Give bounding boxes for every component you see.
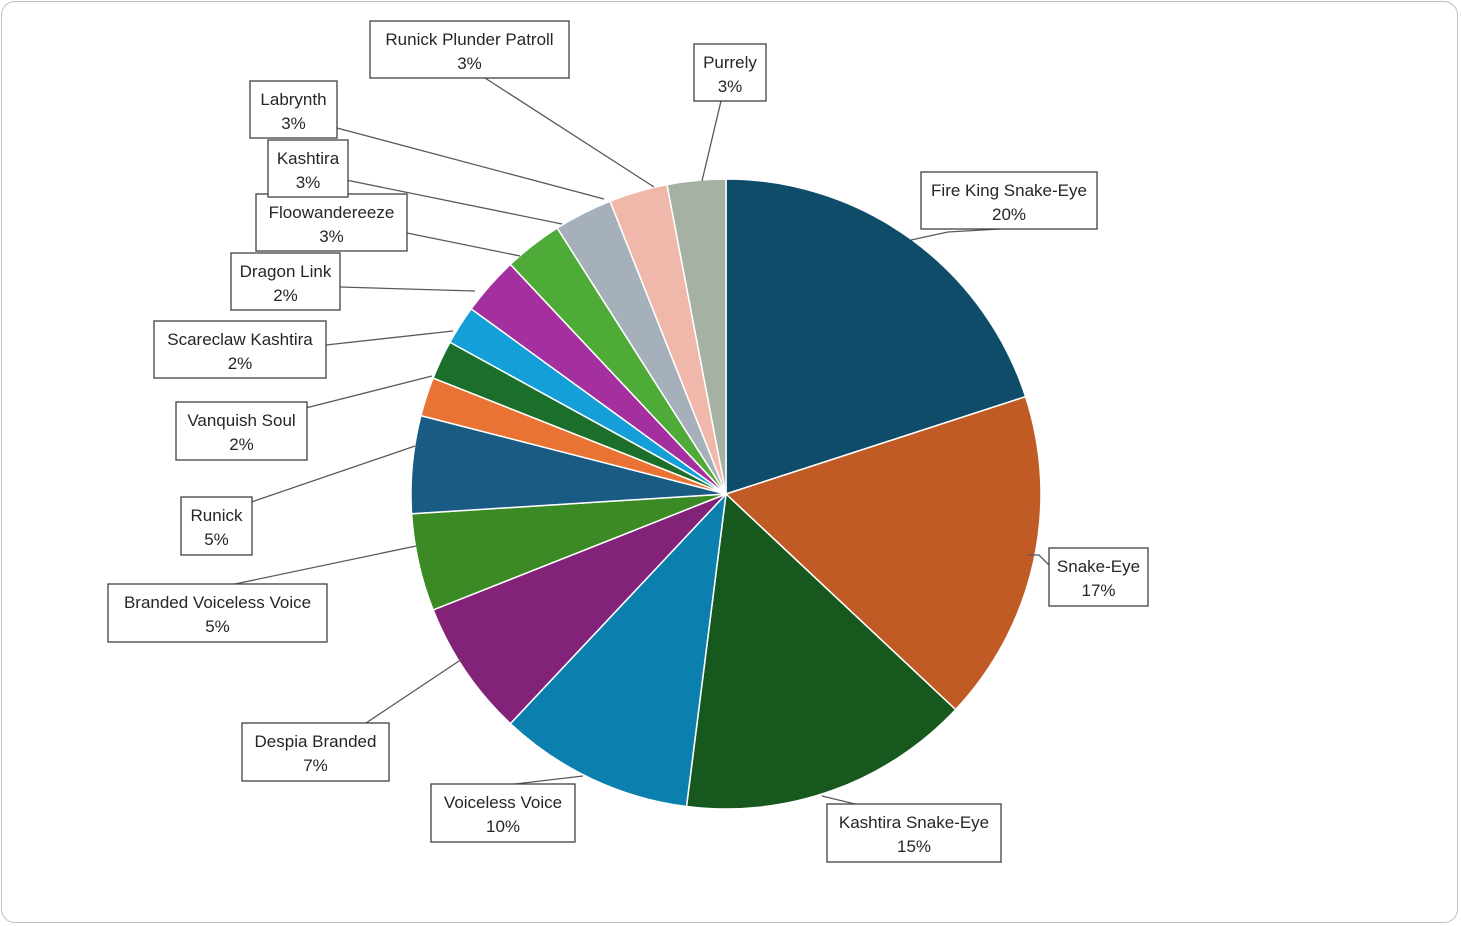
leader-line-despia-branded — [365, 658, 463, 724]
data-label-floowandereeze: Floowandereeze 3% — [255, 193, 408, 252]
leader-line-branded-voiceless-voice — [234, 545, 417, 585]
data-label-percent: 15% — [897, 837, 931, 856]
leader-line-floowandereeze — [406, 232, 521, 257]
data-label-percent: 10% — [486, 817, 520, 836]
leader-line-fire-king-snake-eye — [910, 228, 1001, 241]
pie-slice-voiceless-voice — [509, 491, 728, 808]
data-label-category: Snake-Eye — [1057, 557, 1140, 576]
data-label-snake-eye: Snake-Eye 17% — [1048, 547, 1149, 607]
data-label-purrely: Purrely 3% — [693, 43, 767, 102]
leader-lines — [227, 77, 1050, 805]
data-label-category: Kashtira Snake-Eye — [839, 813, 989, 832]
data-label-box — [430, 783, 576, 843]
data-label-box — [249, 80, 338, 139]
leader-line-runick — [227, 445, 416, 511]
data-label-percent: 2% — [273, 286, 298, 305]
data-label-box — [369, 20, 570, 79]
data-label-category: Fire King Snake-Eye — [931, 181, 1087, 200]
data-label-scareclaw-kashtira: Scareclaw Kashtira 2% — [153, 320, 327, 379]
data-label-category: Dragon Link — [240, 262, 332, 281]
data-label-box — [175, 401, 308, 461]
data-label-box — [826, 803, 1002, 863]
data-label-category: Scareclaw Kashtira — [167, 330, 313, 349]
data-label-box — [255, 193, 408, 252]
data-label-percent: 5% — [205, 617, 230, 636]
data-label-box — [153, 320, 327, 379]
data-label-runick: Runick 5% — [180, 496, 253, 556]
data-label-branded-voiceless-voice: Branded Voiceless Voice 5% — [107, 583, 328, 643]
data-label-runick-plunder-patroll: Runick Plunder Patroll 3% — [369, 20, 570, 79]
data-label-percent: 2% — [229, 435, 254, 454]
pie-slices — [410, 178, 1042, 810]
data-label-percent: 17% — [1081, 581, 1115, 600]
data-label-category: Despia Branded — [255, 732, 377, 751]
data-label-box — [107, 583, 328, 643]
leader-line-kashtira-snake-eye — [821, 795, 856, 805]
data-label-category: Purrely — [703, 53, 757, 72]
pie-slice-purrely — [666, 178, 727, 495]
data-label-percent: 7% — [303, 756, 328, 775]
data-label-percent: 3% — [457, 54, 482, 73]
leader-line-dragon-link — [339, 286, 476, 292]
leader-line-scareclaw-kashtira — [325, 330, 454, 346]
leader-line-labrynth — [336, 127, 605, 200]
data-label-percent: 3% — [281, 114, 306, 133]
leader-line-voiceless-voice — [514, 775, 584, 785]
data-label-category: Branded Voiceless Voice — [124, 593, 311, 612]
leader-line-runick-plunder-patroll — [484, 77, 655, 188]
leader-line-purrely — [701, 100, 722, 182]
data-label-vanquish-soul: Vanquish Soul 2% — [175, 401, 308, 461]
data-label-box — [241, 722, 390, 782]
data-label-kashtira-snake-eye: Kashtira Snake-Eye 15% — [826, 803, 1002, 863]
data-label-box — [693, 43, 767, 102]
data-label-box — [267, 139, 349, 198]
data-label-box — [230, 252, 341, 311]
data-label-category: Floowandereeze — [269, 203, 395, 222]
data-label-box — [1048, 547, 1149, 607]
data-label-category: Runick — [191, 506, 243, 525]
data-label-labrynth: Labrynth 3% — [249, 80, 338, 139]
leader-line-kashtira — [345, 179, 563, 225]
data-label-percent: 2% — [228, 354, 253, 373]
data-label-percent: 5% — [204, 530, 229, 549]
data-label-dragon-link: Dragon Link 2% — [230, 252, 341, 311]
data-label-category: Vanquish Soul — [187, 411, 295, 430]
data-labels: Fire King Snake-Eye 20% Snake-Eye 17% Kashti… — [107, 20, 1149, 863]
data-label-box — [920, 171, 1098, 230]
data-label-voiceless-voice: Voiceless Voice 10% — [430, 783, 576, 843]
data-label-kashtira: Kashtira 3% — [267, 139, 349, 198]
data-label-category: Kashtira — [277, 149, 340, 168]
pie-slice-despia-branded — [432, 493, 727, 725]
data-label-box — [180, 496, 253, 556]
data-label-percent: 3% — [319, 227, 344, 246]
data-label-fire-king-snake-eye: Fire King Snake-Eye 20% — [920, 171, 1098, 230]
data-label-category: Voiceless Voice — [444, 793, 562, 812]
leader-line-vanquish-soul — [285, 375, 433, 414]
data-label-despia-branded: Despia Branded 7% — [241, 722, 390, 782]
pie-slice-fire-king-snake-eye — [725, 178, 1027, 496]
leader-line-snake-eye — [1027, 554, 1050, 566]
data-label-percent: 3% — [718, 77, 743, 96]
data-label-category: Labrynth — [260, 90, 326, 109]
pie-slice-kashtira-snake-eye — [685, 492, 957, 810]
pie-slice-snake-eye — [724, 395, 1042, 711]
data-label-percent: 20% — [992, 205, 1026, 224]
data-label-category: Runick Plunder Patroll — [385, 30, 553, 49]
data-label-percent: 3% — [296, 173, 321, 192]
